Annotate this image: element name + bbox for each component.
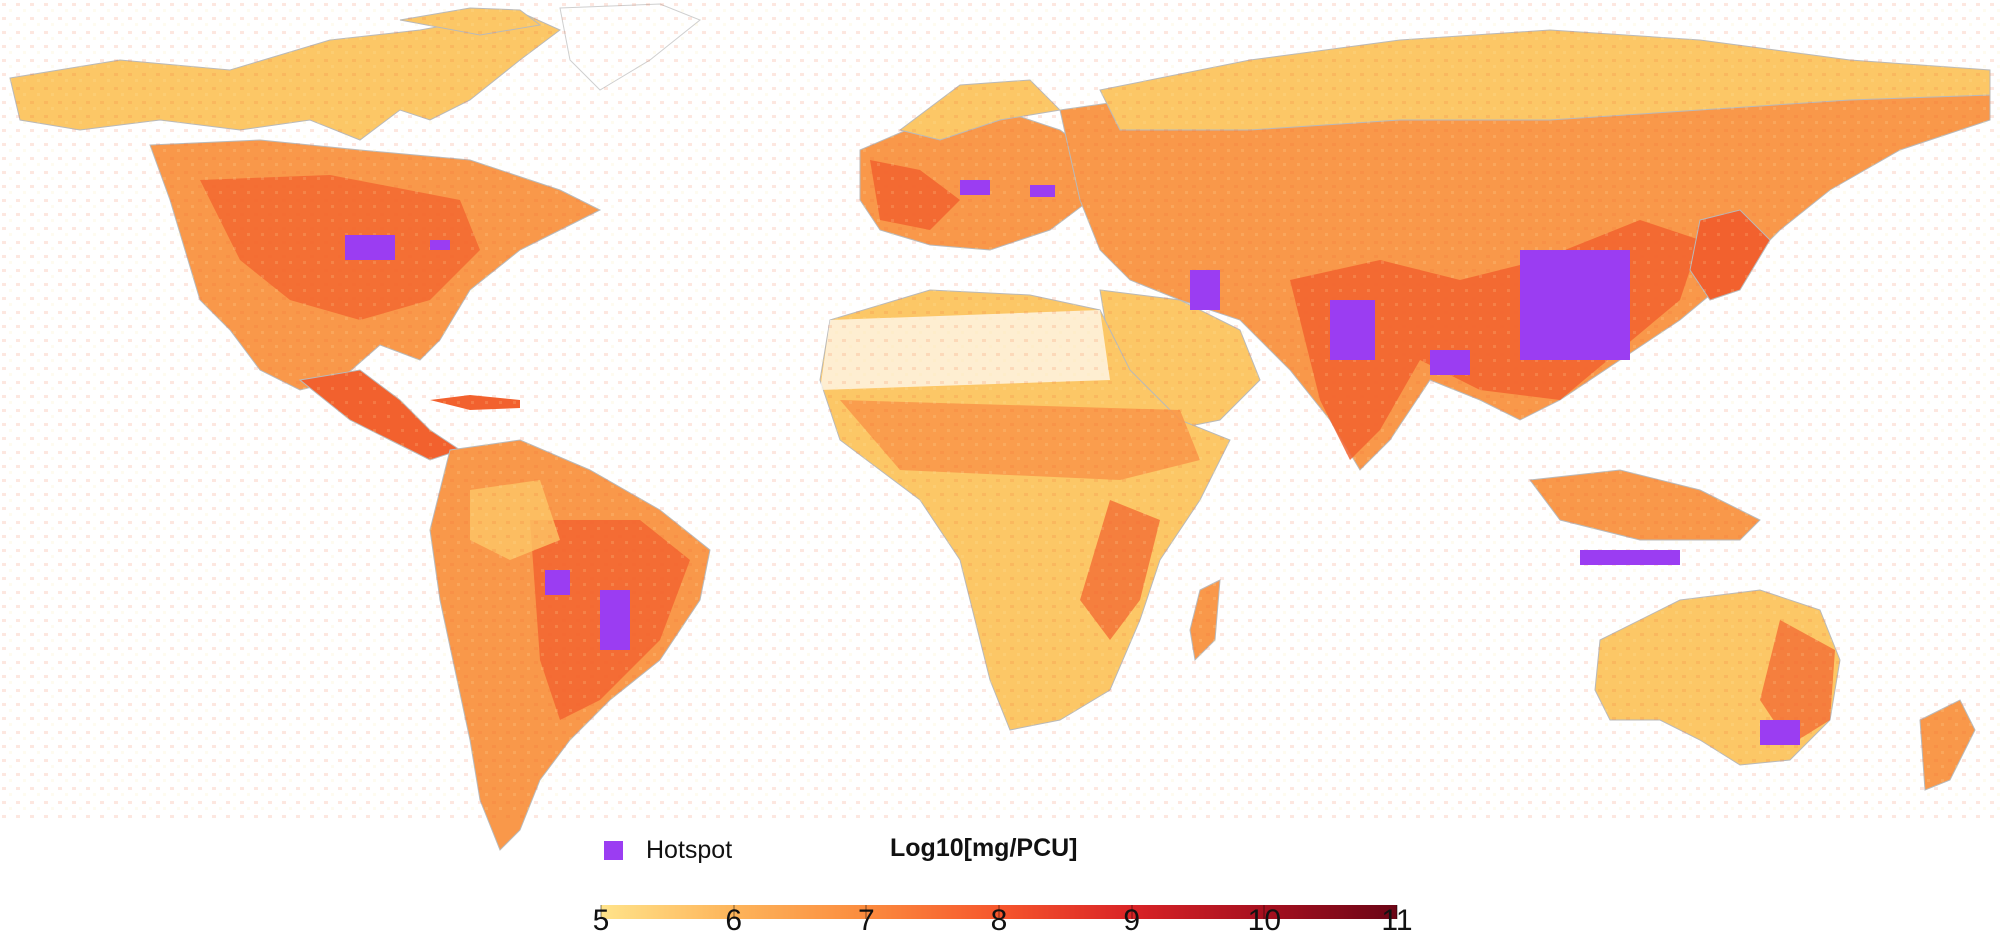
hotspot-region: [600, 590, 630, 650]
colorbar-tick-label: 5: [592, 904, 610, 937]
colorbar-tick-label: 6: [725, 904, 742, 937]
hotspot-region: [960, 180, 990, 195]
hotspot-region: [1030, 185, 1055, 197]
hotspot-region: [345, 235, 395, 260]
hotspot-label: Hotspot: [646, 835, 733, 864]
colorbar-tick-label: 10: [1247, 904, 1282, 937]
colorbar-tick-mark: [1263, 905, 1266, 919]
hotspot-region: [1520, 250, 1630, 360]
colorbar-tick-mark: [998, 905, 1000, 919]
colorbar: [601, 905, 1397, 919]
colorbar-tick-mark: [1396, 905, 1398, 919]
hotspot-swatch: [604, 840, 623, 860]
hotspot-region: [430, 240, 450, 250]
hotspot-region: [1430, 350, 1470, 375]
hotspot-region: [1760, 720, 1800, 745]
colorbar-tick-mark: [1130, 905, 1133, 919]
colorbar-tick-label: 7: [857, 904, 875, 937]
colorbar-title: Log10[mg/PCU]: [890, 834, 1078, 862]
colorbar-tick-label: 8: [990, 904, 1008, 937]
hotspot-legend: Hotspot: [604, 835, 733, 864]
hotspots: [345, 180, 1800, 745]
hotspot-region: [1330, 300, 1375, 360]
hotspot-region: [1580, 550, 1680, 565]
colorbar-tick-label: 11: [1381, 904, 1413, 937]
colorbar-tick-mark: [865, 905, 868, 919]
hotspot-region: [545, 570, 570, 595]
colorbar-tick-mark: [732, 905, 735, 919]
colorbar-tick-mark: [600, 905, 602, 919]
colorbar-tick-label: 9: [1123, 904, 1140, 937]
hotspot-region: [1190, 270, 1220, 310]
